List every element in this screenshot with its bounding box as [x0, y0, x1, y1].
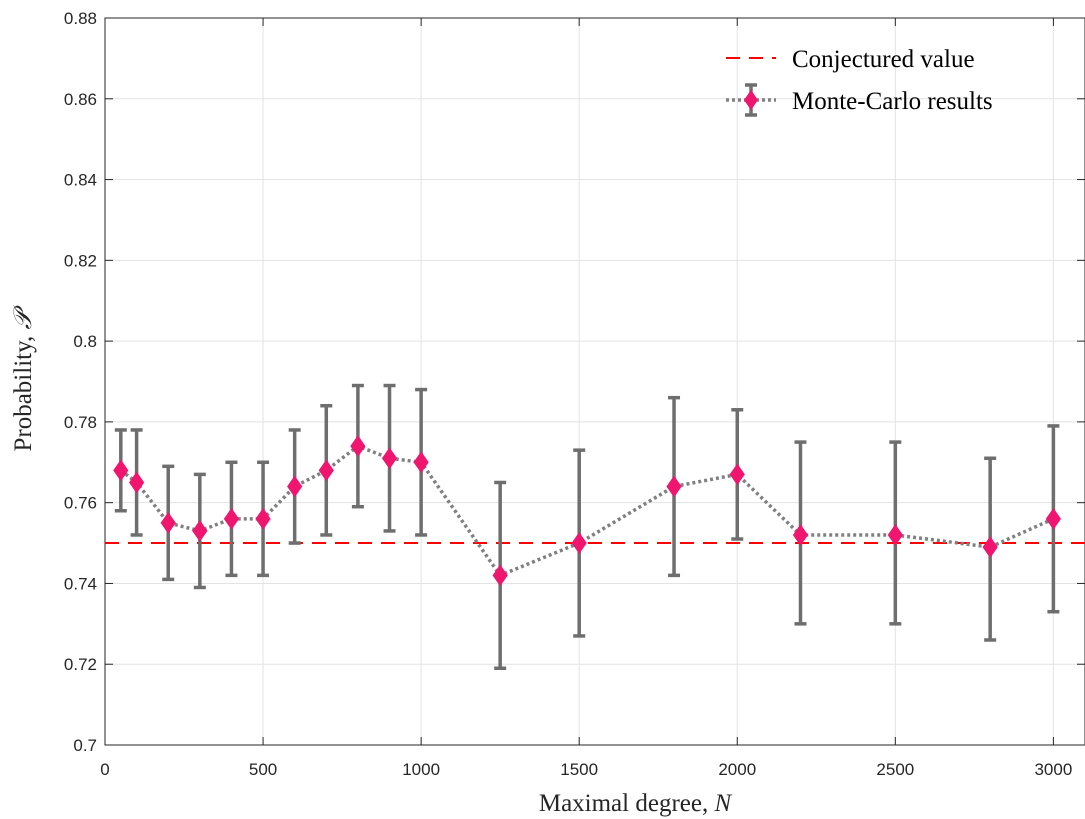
data-point-diamond: [160, 511, 176, 534]
data-point-diamond: [129, 471, 145, 494]
data-point-diamond: [982, 536, 998, 558]
y-tick-label: 0.74: [64, 574, 97, 593]
data-point-diamond: [413, 451, 429, 474]
y-tick-label: 0.76: [64, 494, 97, 513]
x-tick-label: 500: [249, 760, 277, 779]
y-axis-label-text: Probability,: [10, 330, 37, 452]
data-point-diamond: [792, 524, 809, 546]
data-point-diamond: [887, 524, 903, 546]
x-tick-label: 1500: [560, 760, 598, 779]
data-point-diamond: [492, 564, 508, 587]
y-tick-label: 0.72: [64, 655, 97, 674]
data-point-diamond: [1045, 507, 1062, 530]
y-tick-label: 0.78: [64, 413, 97, 432]
data-point-diamond: [113, 459, 129, 482]
x-axis-label-variable: N: [713, 790, 732, 817]
data-point-diamond: [318, 459, 334, 482]
legend: Conjectured value Monte-Carlo results: [726, 46, 993, 117]
data-point-diamond: [350, 435, 366, 457]
data-point-diamond: [255, 507, 271, 530]
data-point-diamond: [223, 507, 240, 530]
plot-frame: [104, 17, 1085, 746]
y-tick-label: 0.86: [64, 90, 97, 109]
y-tick-label: 0.7: [73, 736, 97, 755]
y-tick-label: 0.82: [64, 251, 97, 270]
legend-entry-monte-carlo: Monte-Carlo results: [792, 88, 993, 115]
data-point-diamond: [666, 475, 682, 498]
data-point-diamond: [287, 475, 303, 498]
legend-swatch-diamond: [744, 90, 758, 110]
x-tick-label: 1000: [402, 760, 440, 779]
y-tick-label: 0.84: [64, 171, 97, 190]
x-tick-label: 0: [100, 760, 109, 779]
legend-entry-conjectured: Conjectured value: [792, 46, 975, 73]
x-axis-label: Maximal degree, N: [539, 790, 733, 817]
x-tick-label: 3000: [1034, 760, 1072, 779]
x-axis-label-text: Maximal degree,: [539, 790, 715, 817]
data-point-diamond: [192, 520, 208, 542]
data-point-diamond: [729, 463, 745, 486]
y-tick-label: 0.88: [64, 9, 97, 28]
series-layer: [113, 383, 1062, 671]
data-point-diamond: [571, 532, 587, 554]
x-tick-label: 2500: [876, 760, 914, 779]
y-tick-label: 0.8: [73, 332, 97, 351]
x-tick-label: 2000: [718, 760, 756, 779]
axis-ticks: 0 500 1000 1500 2000 2500 3000 0.7 0.72 0.74 0.76 0…: [64, 9, 1085, 779]
y-axis-label: Probability, 𝒫: [10, 305, 37, 452]
data-point-diamond: [381, 447, 398, 470]
